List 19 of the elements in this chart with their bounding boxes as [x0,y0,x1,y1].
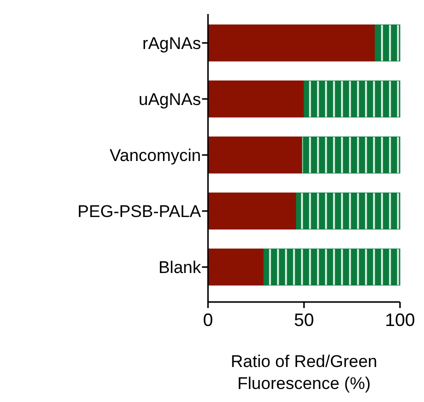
x-axis-title: Ratio of Red/Green Fluorescence (%) [230,352,378,393]
bar [374,24,400,62]
bar [208,80,304,118]
bar [208,192,297,230]
bar [208,248,264,286]
y-tick-label: Vancomycin [110,146,201,165]
bar [296,192,400,230]
bar [208,136,302,174]
y-tick-label: uAgNAs [138,90,201,109]
bar [302,136,400,174]
x-tick-label: 100 [384,310,416,330]
bar [263,248,400,286]
y-tick-label: Blank [158,258,202,278]
x-tick-label: 0 [202,310,214,330]
bar [304,80,400,118]
bar [208,24,376,62]
y-tick-label: rAgNAs [142,34,201,53]
x-tick-label: 50 [294,310,314,330]
y-tick-label: PEG-PSB-PALA [78,202,202,221]
